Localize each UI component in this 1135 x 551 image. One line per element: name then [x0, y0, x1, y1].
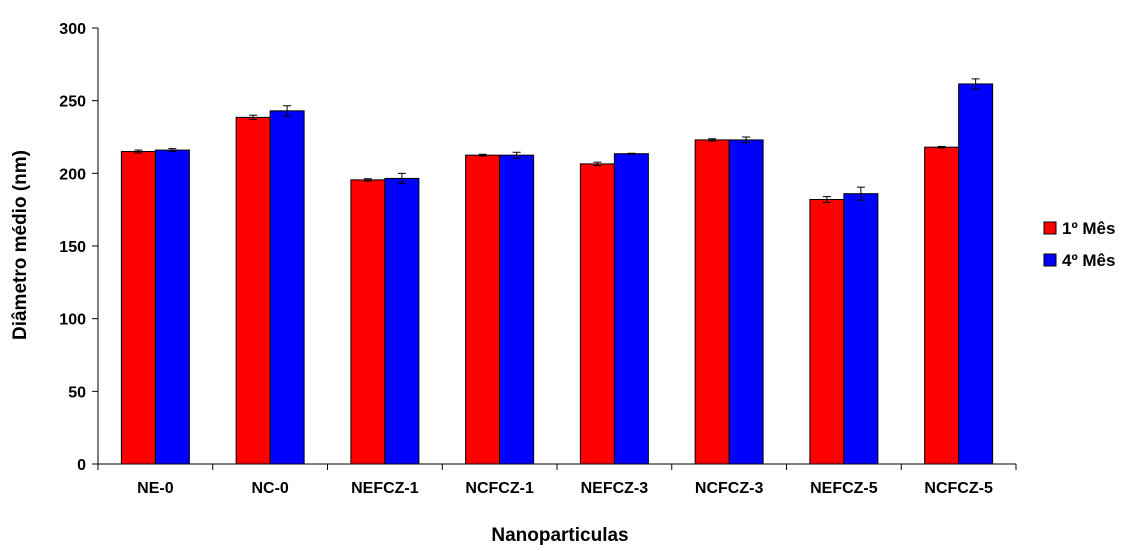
bar-series1: [120, 151, 156, 465]
bar-series2: [613, 153, 649, 465]
x-tick-label: NCFCZ-3: [695, 480, 764, 497]
x-tick-label: NE-0: [137, 480, 174, 497]
bar-series2: [154, 149, 190, 465]
y-tick-label: 100: [59, 312, 86, 329]
legend-label: 1º Mês: [1062, 219, 1115, 238]
bar-series1: [809, 198, 845, 465]
bar-series1: [694, 139, 730, 465]
y-tick-label: 250: [59, 94, 86, 111]
legend: 1º Mês 4º Mês: [1043, 219, 1115, 270]
bar-series1: [235, 116, 271, 465]
bar-series1: [465, 154, 501, 465]
x-tick-label: NCFCZ-1: [465, 480, 534, 497]
y-axis-title: Diâmetro médio (nm): [10, 150, 31, 340]
x-tick-label: NC-0: [251, 480, 288, 497]
x-axis-title: Nanoparticulas: [491, 525, 628, 546]
legend-swatch: [1043, 221, 1057, 235]
y-tick-label: 300: [59, 21, 86, 38]
bar-series2: [958, 83, 994, 465]
bar-series2: [843, 193, 879, 465]
bar-series2: [728, 139, 764, 465]
x-tick-label: NEFCZ-5: [810, 480, 878, 497]
bar-series1: [924, 146, 960, 465]
bar-series2: [499, 154, 535, 465]
x-tick-label: NEFCZ-1: [351, 480, 419, 497]
bar-series2: [384, 177, 420, 465]
y-tick-label: 150: [59, 239, 86, 256]
y-tick-label: 50: [68, 384, 86, 401]
legend-label: 4º Mês: [1062, 251, 1115, 270]
y-tick-label: 200: [59, 166, 86, 183]
x-tick-label: NCFCZ-5: [924, 480, 993, 497]
bar-series2: [269, 110, 305, 465]
bar-series1: [350, 179, 386, 465]
x-tick-label: NEFCZ-3: [581, 480, 649, 497]
bar-series1: [579, 163, 615, 465]
legend-swatch: [1043, 253, 1057, 267]
y-tick-label: 0: [77, 457, 86, 474]
